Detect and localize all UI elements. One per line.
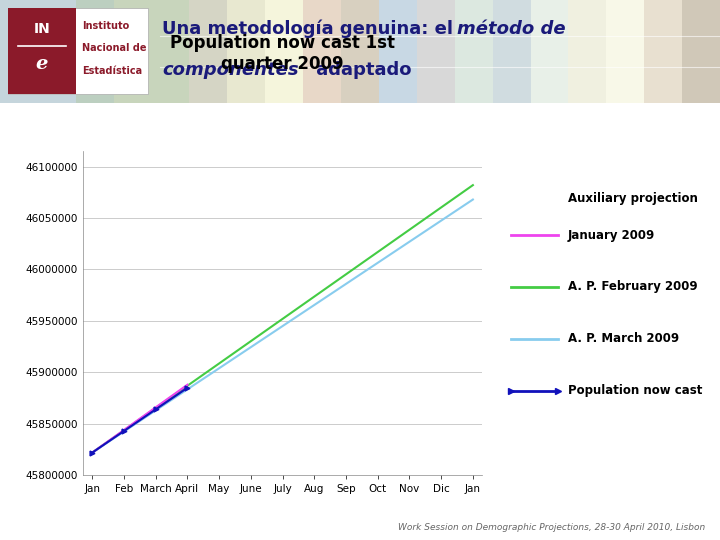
Bar <box>531 0 568 103</box>
Text: Instituto: Instituto <box>82 21 130 31</box>
Bar <box>228 0 265 103</box>
Bar <box>0 0 38 103</box>
Bar <box>606 0 644 103</box>
Bar <box>8 8 148 94</box>
Text: método de: método de <box>457 20 566 38</box>
Bar <box>8 8 76 94</box>
Text: Nacional de: Nacional de <box>82 43 146 53</box>
Text: Population now cast: Population now cast <box>568 384 703 397</box>
Bar <box>265 0 303 103</box>
Text: Population now cast 1st
quarter 2009: Population now cast 1st quarter 2009 <box>170 34 395 73</box>
Bar <box>455 0 492 103</box>
Bar <box>379 0 417 103</box>
Text: e: e <box>36 55 48 72</box>
Bar <box>38 0 76 103</box>
Bar <box>303 0 341 103</box>
Bar <box>644 0 682 103</box>
Text: componentes: componentes <box>162 61 299 79</box>
Bar <box>189 0 228 103</box>
Text: Work Session on Demographic Projections, 28-30 April 2010, Lisbon: Work Session on Demographic Projections,… <box>398 523 706 532</box>
Bar <box>682 0 720 103</box>
Bar <box>76 0 114 103</box>
Bar <box>341 0 379 103</box>
Text: Estadística: Estadística <box>82 66 142 76</box>
Text: A. P. February 2009: A. P. February 2009 <box>568 280 698 293</box>
Bar <box>152 0 189 103</box>
Text: A. P. March 2009: A. P. March 2009 <box>568 332 679 345</box>
Bar <box>417 0 455 103</box>
Bar <box>492 0 531 103</box>
Text: January 2009: January 2009 <box>568 228 655 241</box>
Bar <box>568 0 606 103</box>
Text: adaptado: adaptado <box>310 61 412 79</box>
Text: IN: IN <box>34 22 50 36</box>
Text: Auxiliary projection: Auxiliary projection <box>568 192 698 205</box>
Text: Una metodología genuina: el: Una metodología genuina: el <box>162 19 459 38</box>
Bar <box>114 0 152 103</box>
